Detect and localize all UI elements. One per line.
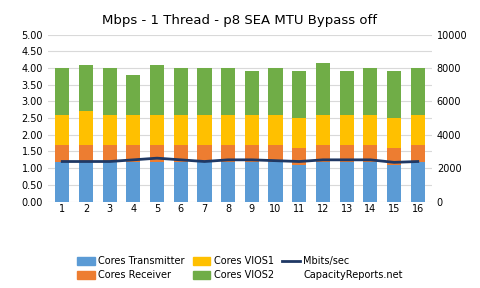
Bar	[55, 115, 69, 145]
Bar	[197, 145, 212, 162]
Bar	[268, 162, 283, 202]
Text: Mbps - 1 Thread - p8 SEA MTU Bypass off: Mbps - 1 Thread - p8 SEA MTU Bypass off	[103, 14, 377, 27]
Bar	[150, 65, 164, 115]
Bar	[174, 162, 188, 202]
Bar	[411, 162, 425, 202]
Bar	[126, 162, 141, 202]
Bar	[103, 145, 117, 162]
Bar	[339, 115, 354, 145]
Bar	[221, 162, 235, 202]
Bar	[174, 145, 188, 162]
Bar	[126, 145, 141, 162]
Bar	[197, 162, 212, 202]
Bar	[79, 65, 93, 111]
Bar	[292, 148, 306, 165]
Bar	[411, 115, 425, 145]
Bar	[55, 68, 69, 115]
Bar	[363, 145, 377, 162]
Legend: Cores Transmitter, Cores Receiver, Cores VIOS1, Cores VIOS2, Mbits/sec, Capacity: Cores Transmitter, Cores Receiver, Cores…	[77, 256, 403, 280]
Bar	[363, 68, 377, 115]
Bar	[339, 145, 354, 162]
Bar	[245, 71, 259, 115]
Bar	[316, 145, 330, 162]
Bar	[103, 68, 117, 115]
Bar	[268, 145, 283, 162]
Bar	[174, 115, 188, 145]
Bar	[221, 145, 235, 162]
Bar	[411, 145, 425, 162]
Bar	[103, 162, 117, 202]
Bar	[245, 162, 259, 202]
Bar	[150, 145, 164, 162]
Bar	[55, 162, 69, 202]
Bar	[387, 118, 401, 148]
Bar	[103, 115, 117, 145]
Bar	[150, 115, 164, 145]
Bar	[174, 68, 188, 115]
Bar	[126, 115, 141, 145]
Bar	[387, 148, 401, 165]
Bar	[79, 145, 93, 162]
Bar	[292, 71, 306, 118]
Bar	[411, 68, 425, 115]
Bar	[245, 115, 259, 145]
Bar	[79, 162, 93, 202]
Bar	[316, 115, 330, 145]
Bar	[339, 162, 354, 202]
Bar	[79, 111, 93, 145]
Bar	[363, 115, 377, 145]
Bar	[197, 115, 212, 145]
Bar	[316, 162, 330, 202]
Bar	[387, 71, 401, 118]
Bar	[268, 68, 283, 115]
Bar	[387, 165, 401, 202]
Bar	[245, 145, 259, 162]
Bar	[221, 115, 235, 145]
Bar	[126, 75, 141, 115]
Bar	[316, 63, 330, 115]
Bar	[55, 145, 69, 162]
Bar	[150, 162, 164, 202]
Bar	[292, 118, 306, 148]
Bar	[221, 68, 235, 115]
Bar	[197, 68, 212, 115]
Bar	[363, 162, 377, 202]
Bar	[268, 115, 283, 145]
Bar	[339, 71, 354, 115]
Bar	[292, 165, 306, 202]
